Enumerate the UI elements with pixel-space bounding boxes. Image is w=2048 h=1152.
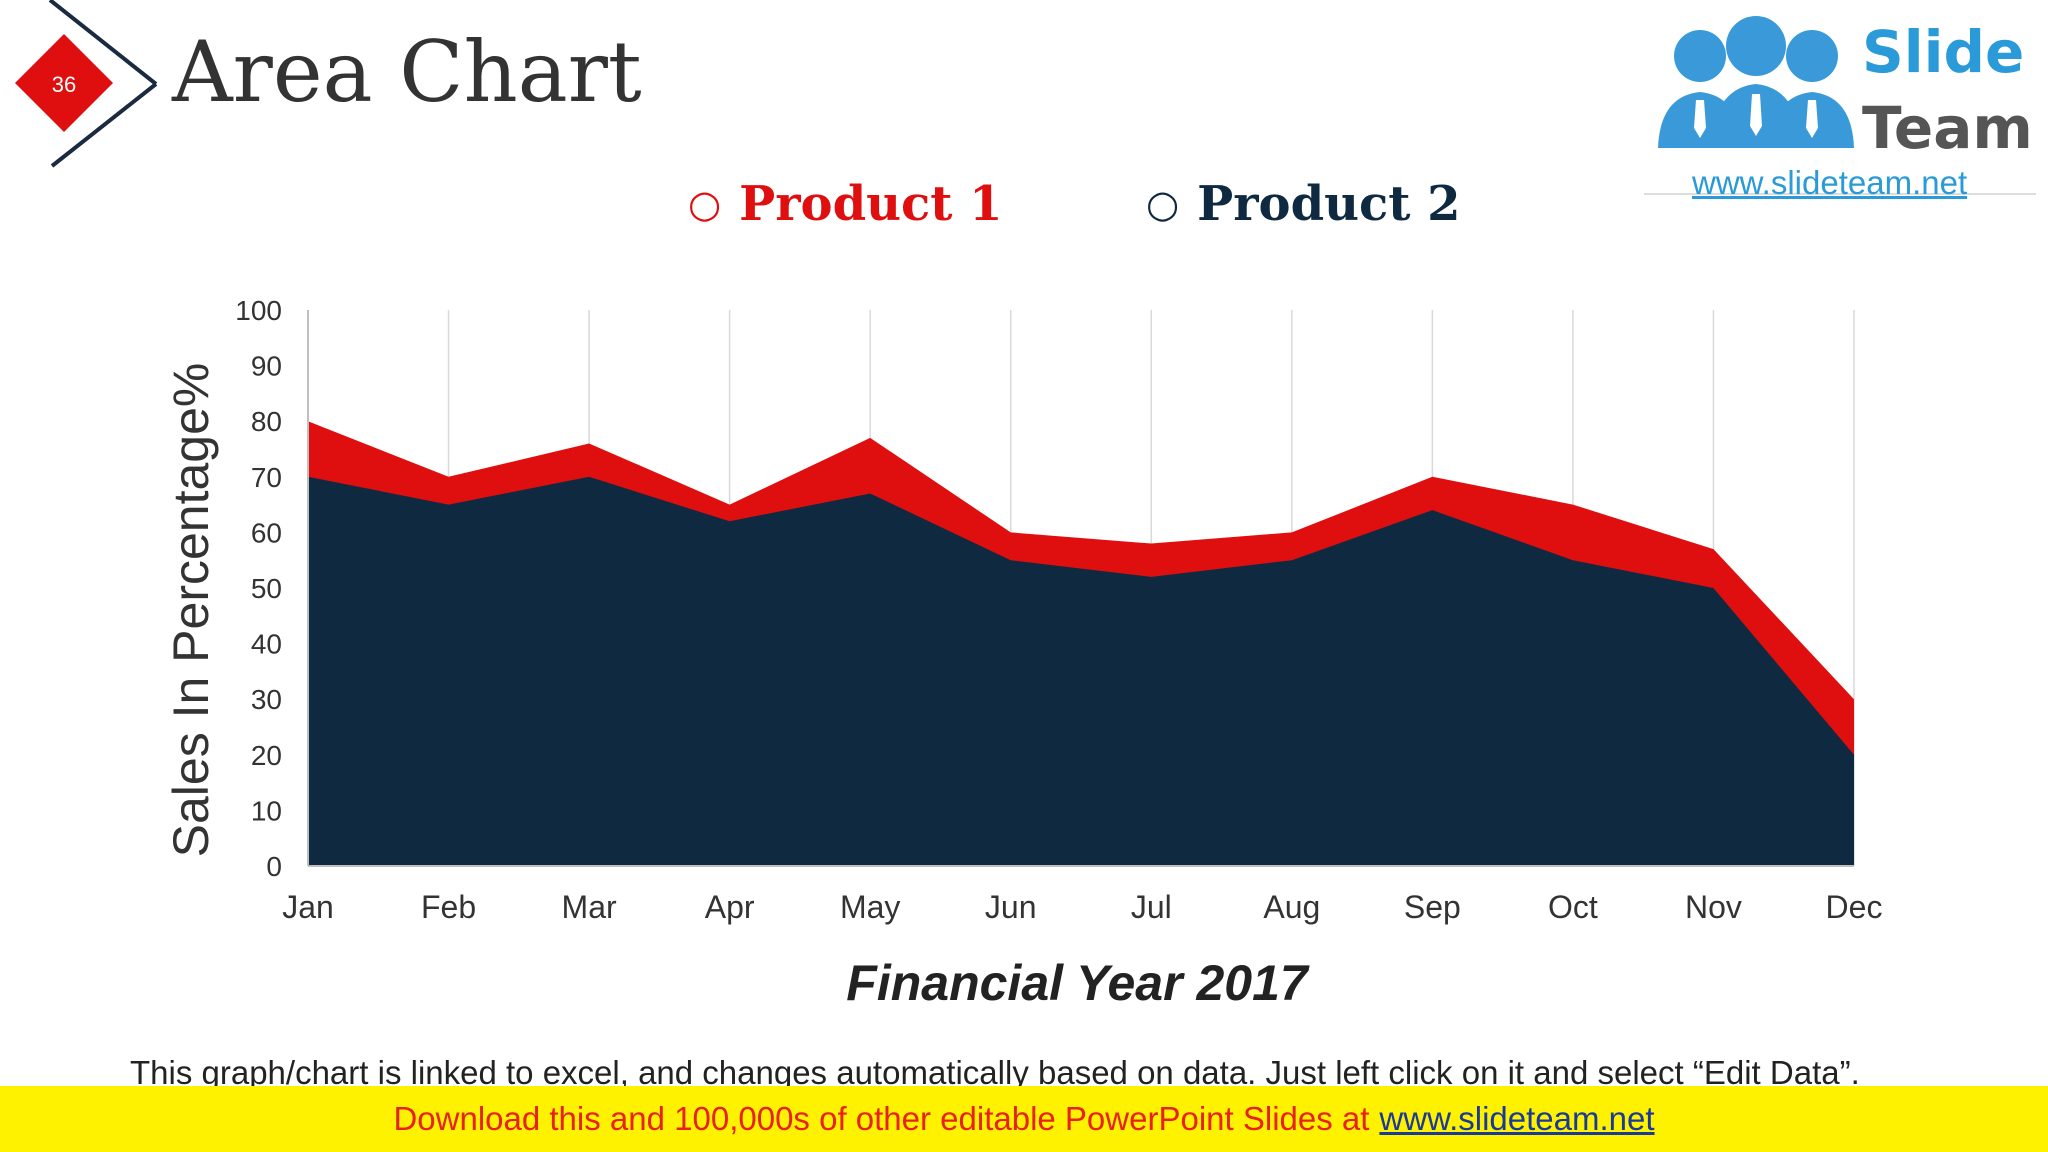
page-title: Area Chart (172, 23, 642, 121)
legend-circle-icon: ○ (1146, 182, 1180, 226)
badge-diamond (15, 34, 113, 132)
y-tick-label: 40 (251, 629, 282, 660)
x-tick-label: Apr (705, 889, 755, 925)
y-tick-label: 10 (251, 795, 282, 826)
y-tick-label: 30 (251, 684, 282, 715)
chart-areas (308, 421, 1854, 866)
footnote-text: This graph/chart is linked to excel, and… (130, 1054, 1860, 1091)
chart-tick-labels: 0 10 20 30 40 50 60 70 80 90 100 Jan Feb Mar Apr May Jun… (235, 295, 1882, 925)
y-tick-label: 50 (251, 573, 282, 604)
x-tick-label: Sep (1404, 889, 1461, 925)
logo-url-link[interactable]: www.slideteam.net (1692, 164, 1968, 201)
x-tick-label: Jun (985, 889, 1037, 925)
legend-item-product-1: ○ Product 1 (688, 176, 1003, 232)
area-series-2 (308, 476, 1854, 866)
people-icon (1658, 16, 1854, 148)
x-tick-label: Oct (1548, 889, 1598, 925)
x-tick-label: Nov (1685, 889, 1742, 925)
x-axis-label: Financial Year 2017 (846, 955, 1310, 1011)
x-tick-label: May (840, 889, 900, 925)
slide-number-badge: 36 (0, 0, 170, 170)
y-tick-label: 80 (251, 406, 282, 437)
y-axis-label: Sales In Percentage% (163, 363, 219, 858)
logo-text-slide: Slide (1862, 18, 2024, 86)
y-tick-label: 0 (266, 851, 282, 882)
y-tick-label: 70 (251, 462, 282, 493)
slide-number: 36 (52, 72, 76, 97)
x-tick-label: Feb (421, 889, 476, 925)
badge-line-bottom (50, 82, 158, 168)
slideteam-logo: Slide Team (1640, 0, 2040, 200)
x-tick-label: Jan (282, 889, 334, 925)
legend-label: Product 1 (739, 176, 1003, 232)
download-banner: Download this and 100,000s of other edit… (0, 1086, 2048, 1152)
y-tick-label: 100 (235, 295, 282, 326)
logo-text-team: Team (1862, 94, 2033, 162)
legend-item-product-2: ○ Product 2 (1146, 176, 1461, 232)
badge-line-top (48, 0, 158, 86)
chart-axes (307, 310, 1854, 867)
banner-text: Download this and 100,000s of other edit… (393, 1100, 1370, 1137)
legend-label: Product 2 (1197, 176, 1461, 232)
y-tick-label: 20 (251, 740, 282, 771)
x-tick-label: Aug (1263, 889, 1320, 925)
banner-link[interactable]: www.slideteam.net (1379, 1100, 1655, 1137)
y-tick-label: 90 (251, 351, 282, 382)
x-tick-label: Dec (1826, 889, 1883, 925)
y-tick-label: 60 (251, 517, 282, 548)
chart-legend: ○ Product 1 ○ Product 2 (0, 176, 2048, 246)
x-tick-label: Mar (562, 889, 617, 925)
x-tick-label: Jul (1131, 889, 1172, 925)
legend-circle-icon: ○ (688, 182, 722, 226)
